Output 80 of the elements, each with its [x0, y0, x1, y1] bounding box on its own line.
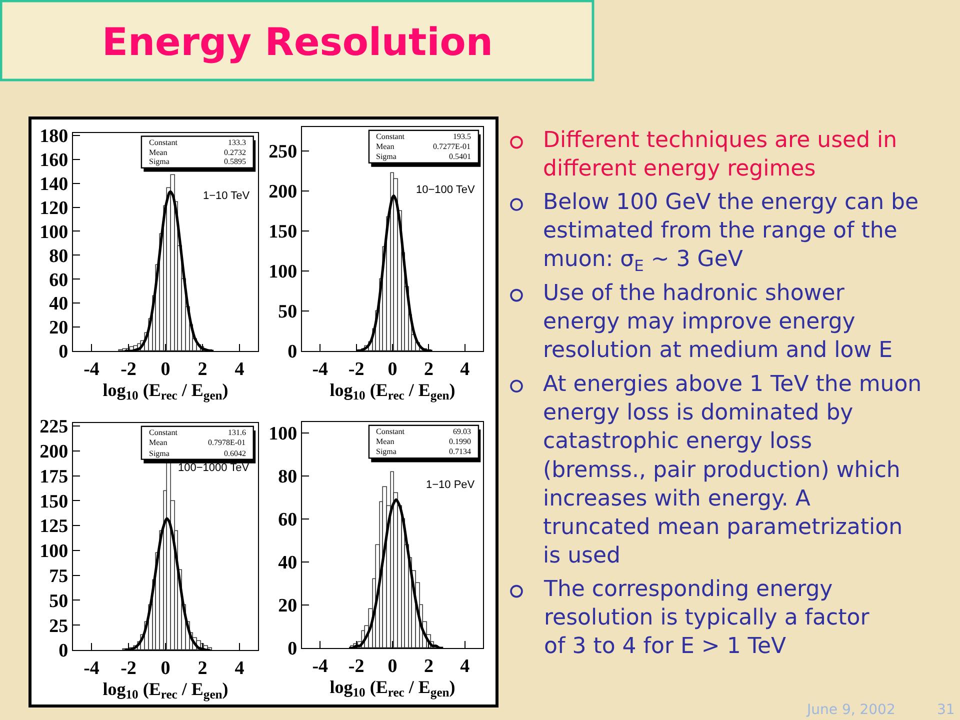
y-tick-label: 100 — [268, 423, 298, 444]
x-tick-label: 4 — [234, 358, 245, 380]
text: Energy Resolution — [102, 20, 493, 64]
y-tick-label: 175 — [40, 466, 68, 488]
text: Sigma 0.5895 — [149, 157, 246, 166]
text: 31 — [937, 702, 955, 718]
x-tick-label: -2 — [348, 656, 364, 677]
x-axis-title: log$_{10}$ (E$_{rec}$ / E$_{gen}$) — [330, 676, 456, 700]
x-tick-label: -2 — [120, 658, 136, 679]
text: Use of the hadronic shower energy may improve energy resolution at medium and low E — [543, 281, 893, 364]
text: Sigma 0.6042 — [149, 449, 246, 458]
x-tick-label: 4 — [460, 656, 470, 677]
y-tick-label: 140 — [40, 174, 68, 195]
y-tick-label: 40 — [278, 552, 298, 574]
x-tick-label: 2 — [424, 358, 434, 380]
x-tick-label: 2 — [424, 656, 434, 677]
text: Mean 0.2732 — [149, 148, 246, 157]
x-tick-label: -2 — [120, 358, 136, 380]
x-tick-label: 4 — [460, 358, 470, 380]
y-tick-label: 250 — [268, 142, 298, 163]
x-axis-title: log$_{10}$ (E$_{rec}$ / E$_{gen}$) — [330, 380, 456, 403]
y-tick-label: 80 — [278, 466, 298, 488]
text: The corresponding energy resolution is typically a factor of 3 to 4 for E > 1 TeV — [543, 577, 870, 660]
text: Mean 0.7277E-01 — [376, 142, 471, 151]
y-tick-label: 25 — [49, 616, 68, 637]
x-tick-label: -4 — [312, 358, 329, 380]
y-tick-label: 80 — [49, 246, 68, 267]
y-tick-label: 60 — [49, 270, 68, 291]
text: Mean 0.7978E-01 — [149, 438, 246, 447]
y-tick-label: 20 — [49, 318, 68, 339]
y-tick-label: 100 — [268, 262, 298, 283]
text: 1−10 TeV — [203, 190, 250, 202]
y-tick-label: 40 — [49, 294, 68, 315]
x-tick-label: -2 — [348, 358, 364, 380]
text: Different techniques are used in different energy regimes — [543, 128, 898, 182]
text: Constant 131.6 — [149, 428, 246, 437]
text: Constant 193.5 — [376, 132, 471, 141]
y-tick-label: 160 — [40, 150, 68, 171]
text: At energies above 1 TeV the muon energy loss is dominated by catastrophic energy loss (bremss., pair production) which increases with energy. A truncated mean parametrization is used — [543, 372, 922, 569]
text: 1−10 PeV — [426, 479, 476, 491]
y-tick-label: 200 — [40, 442, 68, 463]
text: June 9, 2002 — [806, 702, 896, 718]
text: 100−1000 TeV — [178, 462, 250, 474]
y-tick-label: 20 — [278, 596, 298, 617]
y-tick-label: 100 — [40, 541, 68, 562]
x-tick-label: 0 — [388, 656, 398, 677]
x-axis-title: log$_{10}$ (E$_{rec}$ / E$_{gen}$) — [102, 678, 228, 702]
text: Sigma 0.7134 — [376, 447, 471, 456]
y-tick-label: 150 — [40, 491, 68, 512]
text: Mean 0.1990 — [376, 437, 471, 446]
y-tick-label: 60 — [278, 510, 298, 531]
y-tick-label: 0 — [288, 638, 298, 660]
y-tick-label: 0 — [58, 640, 68, 662]
y-tick-label: 0 — [58, 342, 68, 363]
y-tick-label: 50 — [49, 590, 68, 612]
y-tick-label: 75 — [49, 566, 68, 587]
x-tick-label: 4 — [234, 658, 245, 679]
y-tick-label: 225 — [40, 416, 68, 438]
x-tick-label: -4 — [84, 658, 100, 679]
y-tick-label: 150 — [268, 222, 298, 243]
x-tick-label: -4 — [84, 358, 100, 380]
y-tick-label: 180 — [40, 126, 68, 148]
x-axis-title: log$_{10}$ (E$_{rec}$ / E$_{gen}$) — [102, 380, 228, 403]
x-tick-label: 2 — [198, 358, 208, 380]
y-tick-label: 125 — [40, 516, 68, 538]
text: Constant 69.03 — [376, 427, 471, 436]
y-tick-label: 200 — [268, 182, 298, 203]
x-tick-label: 0 — [388, 358, 398, 380]
y-tick-label: 120 — [40, 198, 68, 219]
x-tick-label: 0 — [160, 358, 170, 380]
text: Constant 133.3 — [149, 138, 246, 147]
y-tick-label: 100 — [40, 222, 68, 243]
y-tick-label: 0 — [288, 342, 298, 363]
x-tick-label: -4 — [312, 656, 329, 677]
x-tick-label: 2 — [198, 658, 208, 679]
y-tick-label: 50 — [278, 302, 298, 323]
text: Below 100 GeV the energy can be estimated from the range of the muon: σ$_{E}$ ~ 3 GeV — [543, 190, 919, 275]
x-tick-label: 0 — [160, 658, 170, 679]
text: 10−100 TeV — [416, 184, 476, 196]
text: Sigma 0.5401 — [376, 152, 471, 161]
